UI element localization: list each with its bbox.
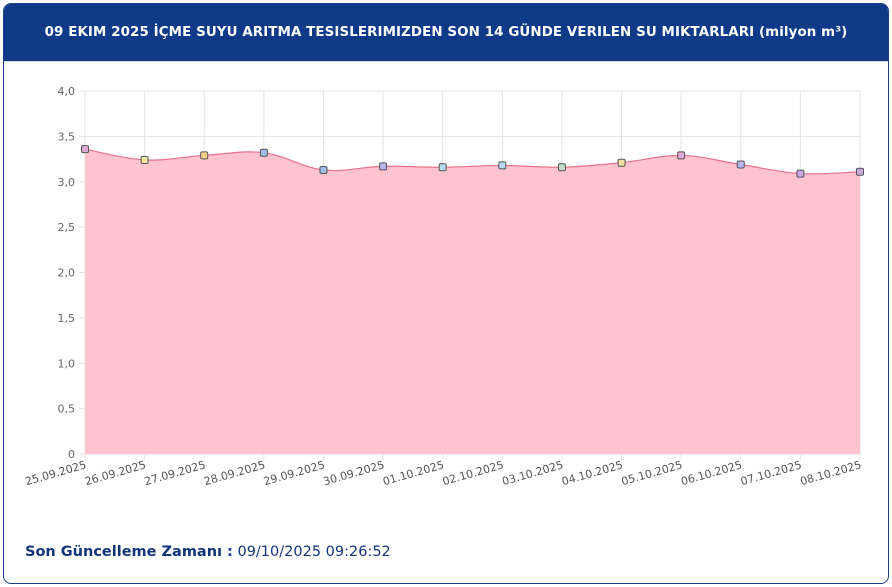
data-point[interactable]: [856, 167, 864, 176]
x-tick-label: 05.10.2025: [620, 458, 684, 488]
area-fill: [85, 149, 860, 454]
data-point[interactable]: [319, 165, 328, 174]
x-tick-label: 08.10.2025: [799, 458, 863, 488]
last-updated-label: Son Güncelleme Zamanı :: [25, 544, 233, 560]
data-point[interactable]: [617, 158, 626, 167]
y-axis-tick-labels: 0 0,5 1,0 1,5 2,0 2,5 3,0 3,5 4,0: [58, 85, 76, 461]
x-tick-label: 01.10.2025: [381, 458, 445, 488]
y-tick-label: 2,0: [58, 267, 76, 280]
last-updated: Son Güncelleme Zamanı : 09/10/2025 09:26…: [25, 544, 391, 560]
y-tick-label: 3,5: [58, 130, 76, 143]
x-tick-label: 29.09.2025: [262, 458, 326, 488]
data-point[interactable]: [259, 148, 268, 157]
y-tick-label: 3,0: [58, 176, 76, 189]
last-updated-value: 09/10/2025 09:26:52: [237, 544, 391, 560]
x-tick-label: 03.10.2025: [501, 458, 565, 488]
x-tick-label: 07.10.2025: [739, 458, 803, 488]
x-tick-label: 04.10.2025: [560, 458, 624, 488]
data-point[interactable]: [438, 163, 447, 172]
data-point[interactable]: [498, 161, 507, 170]
x-tick-label: 30.09.2025: [322, 458, 386, 488]
y-tick-label: 2,5: [58, 221, 76, 234]
x-axis-tick-labels: 25.09.202526.09.202527.09.202528.09.2025…: [24, 458, 863, 488]
chart-card: 09 EKIM 2025 İÇME SUYU ARITMA TESISLERIM…: [3, 3, 889, 584]
data-point[interactable]: [200, 151, 209, 160]
data-point[interactable]: [140, 155, 149, 164]
data-points: [81, 145, 864, 178]
series-line: [84, 148, 861, 175]
data-point[interactable]: [379, 162, 388, 171]
y-tick-label: 0,5: [58, 403, 76, 416]
x-tick-label: 27.09.2025: [143, 458, 207, 488]
x-tick-label: 06.10.2025: [679, 458, 743, 488]
y-tick-label: 0: [68, 448, 75, 461]
y-tick-label: 1,5: [58, 312, 76, 325]
x-tick-label: 26.09.2025: [83, 458, 147, 488]
data-point[interactable]: [677, 151, 686, 160]
y-tick-label: 4,0: [58, 85, 76, 98]
data-point[interactable]: [796, 169, 805, 178]
x-tick-label: 02.10.2025: [441, 458, 505, 488]
x-tick-label: 28.09.2025: [203, 458, 267, 488]
data-point[interactable]: [81, 145, 89, 154]
area-chart: 0 0,5 1,0 1,5 2,0 2,5 3,0 3,5 4,0 25.09.202526.0…: [24, 85, 864, 488]
x-tick-label: 25.09.2025: [24, 458, 88, 488]
data-point[interactable]: [736, 160, 745, 169]
y-tick-label: 1,0: [58, 357, 76, 370]
chart-title: 09 EKIM 2025 İÇME SUYU ARITMA TESISLERIM…: [4, 4, 888, 61]
data-point[interactable]: [557, 163, 566, 172]
header-divider: [4, 61, 888, 62]
